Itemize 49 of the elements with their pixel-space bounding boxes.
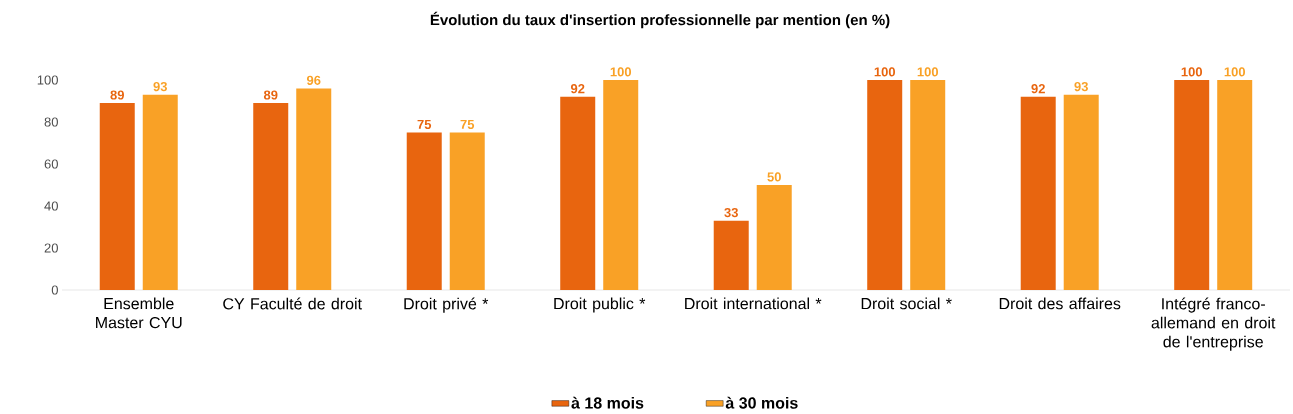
legend-label: à 18 mois (571, 396, 644, 409)
bar (142, 94, 178, 290)
y-tick-label: 80 (44, 117, 58, 127)
bar (560, 96, 596, 290)
data-label: 89 (263, 90, 278, 100)
bar (603, 80, 639, 290)
y-tick-label: 40 (44, 201, 58, 211)
bar (1217, 80, 1253, 290)
bar (406, 132, 442, 290)
chart-title: Évolution du taux d'insertion professionnelle par mention (en %) (430, 11, 890, 29)
data-label: 93 (153, 81, 168, 92)
x-tick-label: CY Faculté de droit (223, 297, 362, 310)
data-label: 100 (874, 67, 896, 77)
bar (449, 132, 485, 290)
x-tick-label: Droit privé * (404, 297, 489, 313)
data-label: 100 (917, 67, 939, 77)
x-tick-label: Droit international * (685, 297, 822, 310)
bar (1063, 94, 1099, 290)
data-label: 50 (767, 172, 781, 182)
y-tick-label: 0 (51, 285, 58, 295)
data-label: 96 (306, 75, 321, 85)
bar (756, 185, 792, 290)
legend-label: à 30 mois (725, 396, 798, 409)
bar (713, 220, 749, 290)
x-tick-label: Droit des affaires (999, 297, 1121, 310)
data-label: 100 (610, 67, 632, 77)
y-tick-label: 60 (44, 159, 58, 169)
data-label: 100 (1224, 67, 1246, 77)
y-tick-label: 20 (44, 243, 58, 253)
bar (1020, 96, 1056, 290)
y-tick-label: 100 (37, 75, 58, 85)
bar (296, 88, 332, 290)
data-label: 89 (110, 90, 124, 100)
data-label: 92 (570, 84, 585, 94)
x-tick-label: Droit social * (861, 297, 952, 310)
bar (1174, 80, 1210, 290)
x-tick-label: Droit public * (554, 297, 646, 313)
x-tick-label: Ensemble Master CYU (96, 297, 182, 329)
x-tick-label: Intégré franco-allemand en droit de l'entreprise (1151, 297, 1276, 351)
bar (867, 80, 903, 290)
bar (253, 103, 289, 290)
data-label: 92 (1031, 84, 1045, 94)
data-label: 75 (460, 119, 475, 129)
bar (910, 80, 946, 290)
data-label: 93 (1074, 81, 1088, 92)
data-label: 75 (417, 119, 432, 129)
bar (99, 103, 135, 290)
data-label: 33 (724, 207, 738, 218)
data-label: 100 (1181, 67, 1203, 77)
